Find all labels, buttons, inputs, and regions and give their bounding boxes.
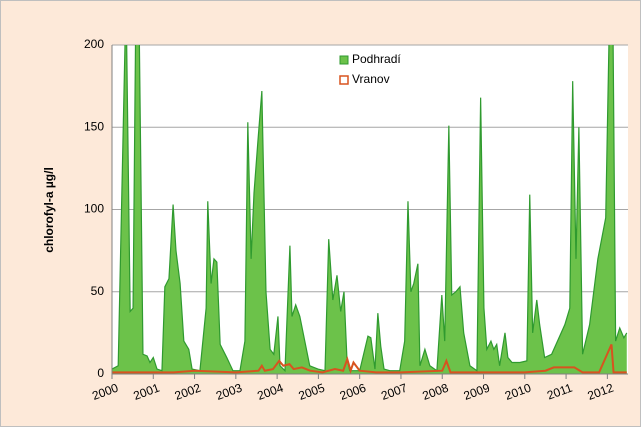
y-tick-label: 150: [84, 119, 104, 133]
area-line: [112, 45, 628, 373]
y-tick-label: 100: [84, 202, 104, 216]
y-tick-label: 0: [97, 366, 104, 380]
legend-swatch: [339, 55, 349, 65]
y-axis-label: chlorofyl-a µg/l: [42, 167, 56, 253]
legend-label: Podhradí: [352, 52, 401, 66]
y-tick-label: 200: [84, 37, 104, 51]
line: [112, 343, 627, 374]
legend-label: Vranov: [352, 72, 390, 86]
y-tick-label: 50: [91, 284, 105, 298]
legend-swatch: [339, 75, 349, 85]
plot-marks: [112, 45, 628, 374]
